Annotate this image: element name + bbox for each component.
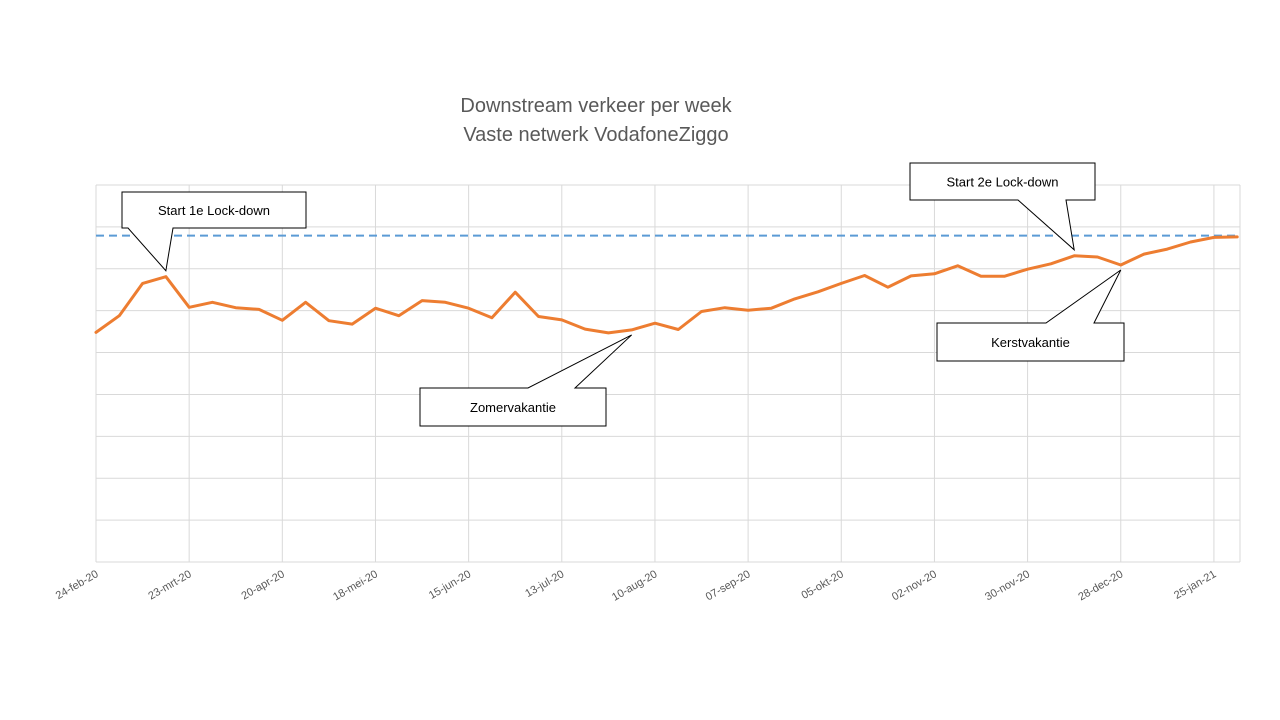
data-point xyxy=(164,275,168,278)
data-point xyxy=(304,301,307,304)
data-point xyxy=(1212,236,1216,239)
callout-label: Start 1e Lock-down xyxy=(158,203,270,218)
x-tick-label: 23-mrt-20 xyxy=(146,568,193,602)
callout-box xyxy=(121,191,307,272)
data-point xyxy=(933,272,936,276)
data-point xyxy=(1119,263,1122,267)
data-point xyxy=(793,297,796,301)
callout-label: Start 2e Lock-down xyxy=(946,175,1058,190)
x-tick-label: 20-apr-20 xyxy=(240,568,287,602)
data-point xyxy=(187,306,191,309)
chart-title: Downstream verkeer per week xyxy=(460,95,732,117)
x-tick-label: 10-aug-20 xyxy=(610,568,659,603)
callout-label: Zomervakantie xyxy=(470,400,556,415)
data-point xyxy=(1003,275,1006,278)
x-tick-label: 25-jan-21 xyxy=(1172,568,1218,602)
data-point xyxy=(1096,255,1099,259)
series-line xyxy=(94,235,1239,335)
data-point xyxy=(467,306,470,310)
x-tick-label: 24-feb-20 xyxy=(54,568,101,602)
data-point xyxy=(374,306,377,310)
data-point xyxy=(816,290,820,294)
data-point xyxy=(1166,247,1169,251)
data-point xyxy=(677,328,680,331)
data-point xyxy=(1236,235,1239,239)
data-point xyxy=(863,274,866,277)
callout-box xyxy=(419,334,633,427)
callout-label: Kerstvakantie xyxy=(991,335,1070,350)
callout-box xyxy=(936,269,1125,362)
data-point xyxy=(1026,267,1029,271)
x-tick-label: 30-nov-20 xyxy=(983,568,1032,603)
x-tick-label: 07-sep-20 xyxy=(704,568,753,603)
data-point xyxy=(514,291,517,294)
data-point xyxy=(700,310,703,313)
data-point xyxy=(397,314,400,317)
data-point xyxy=(956,264,959,268)
data-point xyxy=(1049,262,1053,265)
data-point xyxy=(420,299,424,302)
data-point xyxy=(281,319,284,322)
data-point xyxy=(886,286,890,289)
data-point xyxy=(444,301,447,304)
data-point xyxy=(141,282,144,285)
data-point xyxy=(840,282,843,285)
x-tick-label: 15-jun-20 xyxy=(427,568,473,602)
data-point xyxy=(723,306,727,309)
data-point xyxy=(583,327,587,331)
x-tick-label: 18-mei-20 xyxy=(331,568,380,603)
data-point xyxy=(653,322,657,325)
chart-title-block: Downstream verkeer per week Vaste netwer… xyxy=(346,92,846,150)
data-point xyxy=(234,306,237,309)
data-point xyxy=(560,318,563,322)
data-point xyxy=(211,301,214,304)
callout-box xyxy=(909,162,1096,252)
data-point xyxy=(1189,240,1192,244)
x-tick-label: 28-dec-20 xyxy=(1076,568,1125,603)
x-tick-label: 02-nov-20 xyxy=(890,568,939,603)
chart-subtitle: Vaste netwerk VodafoneZiggo xyxy=(463,124,729,146)
data-point xyxy=(94,331,98,334)
data-point xyxy=(490,316,494,319)
data-point xyxy=(257,308,261,311)
x-tick-label: 05-okt-20 xyxy=(800,568,846,602)
data-point xyxy=(770,306,773,310)
data-point xyxy=(979,275,983,278)
data-point xyxy=(909,274,913,278)
data-point xyxy=(537,315,540,318)
data-point xyxy=(350,322,354,326)
x-tick-label: 13-jul-20 xyxy=(523,568,566,600)
data-point xyxy=(118,314,121,317)
data-point xyxy=(327,319,331,322)
data-point xyxy=(746,309,750,312)
data-point xyxy=(1142,252,1146,256)
data-point xyxy=(607,331,610,335)
data-point xyxy=(630,328,633,332)
data-point xyxy=(1072,254,1076,257)
